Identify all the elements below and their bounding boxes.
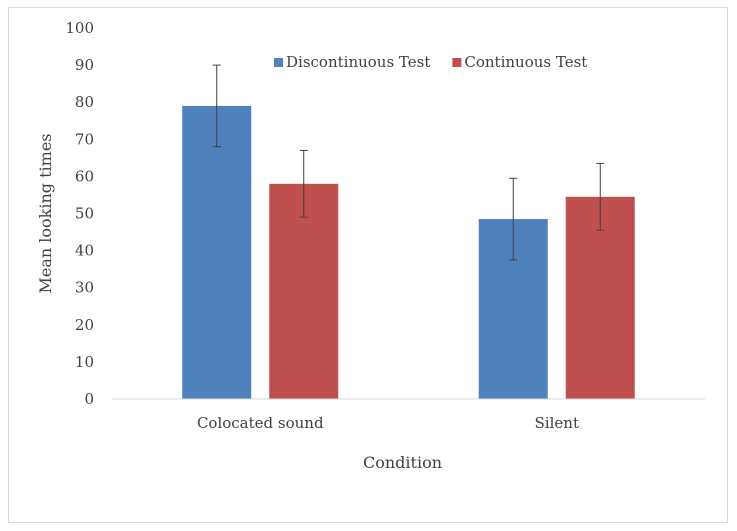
y-tick-label: 20 [75, 316, 94, 334]
error-bars [212, 64, 605, 261]
y-tick-label: 30 [75, 279, 94, 297]
y-tick-label: 50 [75, 205, 94, 223]
legend-label: Discontinuous Test [286, 53, 430, 71]
legend-swatch [452, 58, 462, 67]
x-tick-label: Silent [535, 414, 579, 432]
y-axis-ticks: 0 10 20 30 40 50 60 70 80 90 100 [65, 19, 94, 408]
legend-swatch [274, 58, 283, 67]
bar [269, 183, 339, 399]
y-axis-label: Mean looking times [36, 133, 55, 293]
y-tick-label: 10 [75, 353, 94, 371]
legend-label: Continuous Test [464, 53, 587, 71]
legend: Discontinuous Test Continuous Test [274, 53, 587, 71]
y-tick-label: 100 [65, 19, 94, 37]
y-tick-label: 60 [75, 167, 94, 185]
bars [182, 105, 635, 399]
y-tick-label: 90 [75, 56, 94, 74]
y-tick-label: 0 [84, 390, 94, 408]
bar [182, 105, 252, 399]
x-axis-label: Condition [363, 453, 442, 472]
x-tick-label: Colocated sound [197, 414, 324, 432]
y-tick-label: 70 [75, 130, 94, 148]
x-axis-ticks: Colocated sound Silent [197, 414, 579, 432]
y-tick-label: 80 [75, 93, 94, 111]
y-tick-label: 40 [75, 242, 94, 260]
